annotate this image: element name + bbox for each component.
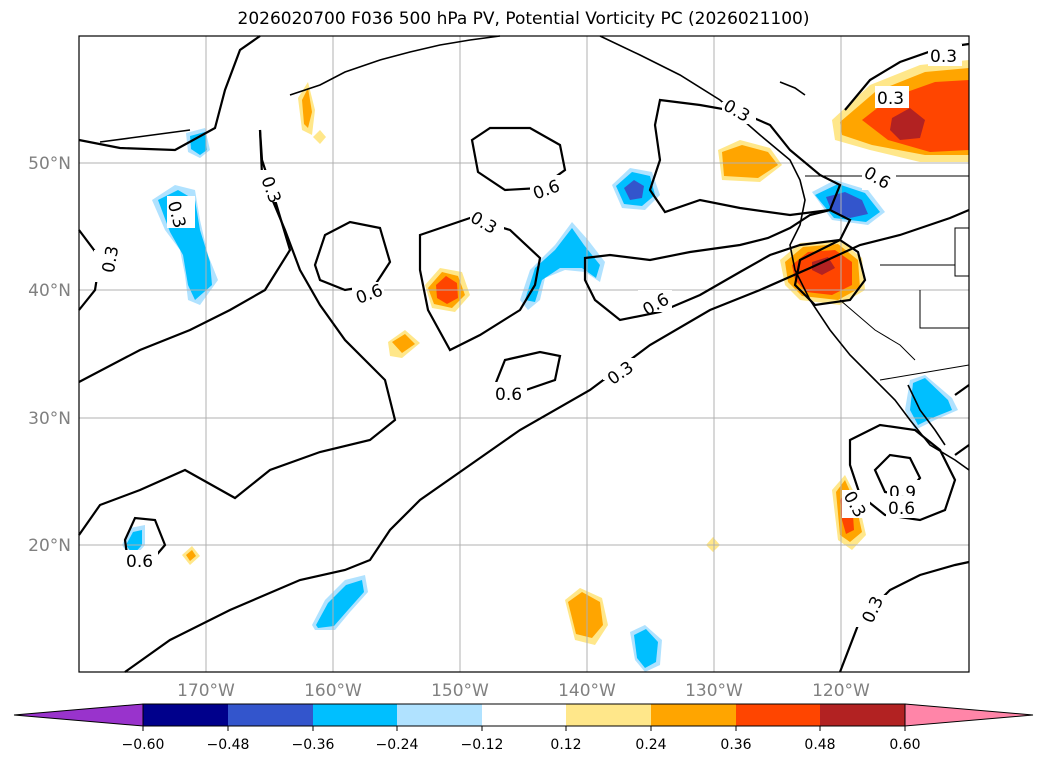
positive-anomaly <box>568 592 603 638</box>
colorbar-tick-label: 0.36 <box>720 737 751 753</box>
contour-label: 0.6 <box>495 385 522 405</box>
contour-label: 0.6 <box>126 552 153 572</box>
colorbar-bin <box>482 704 566 726</box>
positive-anomaly <box>302 88 312 128</box>
negative-anomaly <box>826 192 868 218</box>
colorbar-tick-label: −0.24 <box>376 737 419 753</box>
colorbar-tick-label: −0.60 <box>122 737 165 753</box>
contour-label: 0.3 <box>930 47 957 67</box>
lat-label-20n: 20°N <box>28 536 71 556</box>
colorbar-bin <box>651 704 736 726</box>
colorbar-tick-label: 0.12 <box>550 737 581 753</box>
colorbar-tick-label: −0.12 <box>461 737 504 753</box>
contour-labels: 0.3 0.3 0.3 0.6 0.3 0.6 0.6 0.3 0.6 0.3 … <box>94 44 962 627</box>
negative-anomaly <box>316 580 364 628</box>
positive-anomaly <box>812 257 835 275</box>
colorbar-bin <box>313 704 397 726</box>
latitude-labels: 50°N 40°N 30°N 20°N <box>28 154 71 556</box>
colorbar-tick-label: −0.36 <box>292 737 335 753</box>
map-area <box>79 36 969 672</box>
colorbar-tick-label: 0.60 <box>889 737 920 753</box>
longitude-labels: 170°W 160°W 150°W 140°W 130°W 120°W <box>177 681 870 701</box>
contour-label: 0.6 <box>888 499 915 519</box>
colorbar-bin <box>566 704 651 726</box>
lat-label-50n: 50°N <box>28 154 71 174</box>
colorbar-tick-label: −0.48 <box>207 737 250 753</box>
positive-anomaly <box>186 550 196 561</box>
chart-title: 2026020700 F036 500 hPa PV, Potential Vo… <box>237 9 810 29</box>
colorbar-outline <box>142 703 906 727</box>
colorbar-bin <box>820 704 905 726</box>
lon-label-150w: 150°W <box>431 681 489 701</box>
positive-anomaly <box>890 108 925 140</box>
negative-anomaly <box>624 180 644 200</box>
positive-anomaly <box>313 130 326 144</box>
pv-contours <box>78 35 970 673</box>
negative-anomaly <box>126 530 142 555</box>
negative-anomaly <box>910 378 952 425</box>
lon-label-120w: 120°W <box>812 681 870 701</box>
lat-label-40n: 40°N <box>28 281 71 301</box>
negative-anomaly <box>190 132 207 155</box>
lon-label-170w: 170°W <box>177 681 235 701</box>
colorbar-extend-high <box>904 703 1034 727</box>
lat-label-30n: 30°N <box>28 409 71 429</box>
lon-label-140w: 140°W <box>558 681 616 701</box>
positive-anomaly <box>722 145 778 178</box>
lon-label-130w: 130°W <box>685 681 743 701</box>
contour-label: 0.3 <box>877 89 904 109</box>
colorbar-bin <box>736 704 820 726</box>
contour-label: 0.3 <box>99 244 123 274</box>
colorbar-extend-low <box>13 703 144 727</box>
map-frame <box>78 35 970 673</box>
colorbar-tick-label: 0.48 <box>804 737 835 753</box>
positive-anomaly <box>392 334 415 353</box>
lon-label-160w: 160°W <box>304 681 362 701</box>
colorbar-bin <box>228 704 313 726</box>
colorbar-bin <box>143 704 228 726</box>
negative-anomaly <box>634 629 658 668</box>
colorbar: −0.60 −0.48 −0.36 −0.24 −0.12 0.12 0.24 … <box>13 703 1034 753</box>
negative-anomaly <box>525 228 600 302</box>
colorbar-tick-label: 0.24 <box>635 737 666 753</box>
graticule <box>79 36 969 672</box>
colorbar-bin <box>397 704 482 726</box>
